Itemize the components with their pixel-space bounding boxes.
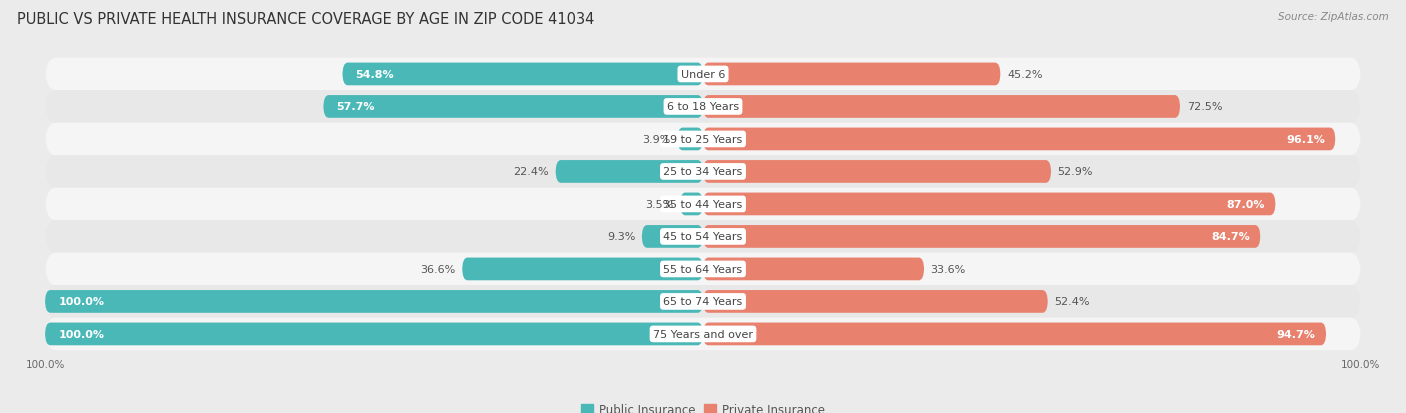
Text: PUBLIC VS PRIVATE HEALTH INSURANCE COVERAGE BY AGE IN ZIP CODE 41034: PUBLIC VS PRIVATE HEALTH INSURANCE COVER… — [17, 12, 595, 27]
Text: 96.1%: 96.1% — [1286, 135, 1324, 145]
FancyBboxPatch shape — [45, 318, 1361, 350]
Text: 75 Years and over: 75 Years and over — [652, 329, 754, 339]
Text: 87.0%: 87.0% — [1226, 199, 1265, 209]
FancyBboxPatch shape — [45, 290, 703, 313]
Text: 52.4%: 52.4% — [1054, 297, 1090, 307]
FancyBboxPatch shape — [681, 193, 703, 216]
Text: 3.5%: 3.5% — [645, 199, 673, 209]
Text: 54.8%: 54.8% — [356, 70, 394, 80]
FancyBboxPatch shape — [703, 64, 1001, 86]
FancyBboxPatch shape — [678, 128, 703, 151]
Text: 45.2%: 45.2% — [1007, 70, 1042, 80]
FancyBboxPatch shape — [45, 221, 1361, 253]
Text: Under 6: Under 6 — [681, 70, 725, 80]
Text: 72.5%: 72.5% — [1187, 102, 1222, 112]
FancyBboxPatch shape — [45, 59, 1361, 91]
Text: 9.3%: 9.3% — [607, 232, 636, 242]
FancyBboxPatch shape — [703, 258, 924, 280]
FancyBboxPatch shape — [703, 193, 1275, 216]
FancyBboxPatch shape — [703, 96, 1180, 119]
FancyBboxPatch shape — [323, 96, 703, 119]
FancyBboxPatch shape — [45, 253, 1361, 285]
Text: 36.6%: 36.6% — [420, 264, 456, 274]
Text: 65 to 74 Years: 65 to 74 Years — [664, 297, 742, 307]
Text: 94.7%: 94.7% — [1277, 329, 1316, 339]
FancyBboxPatch shape — [641, 225, 703, 248]
Text: Source: ZipAtlas.com: Source: ZipAtlas.com — [1278, 12, 1389, 22]
Text: 84.7%: 84.7% — [1211, 232, 1250, 242]
FancyBboxPatch shape — [45, 91, 1361, 123]
Legend: Public Insurance, Private Insurance: Public Insurance, Private Insurance — [581, 403, 825, 413]
Text: 3.9%: 3.9% — [643, 135, 671, 145]
Text: 22.4%: 22.4% — [513, 167, 548, 177]
Text: 25 to 34 Years: 25 to 34 Years — [664, 167, 742, 177]
Text: 19 to 25 Years: 19 to 25 Years — [664, 135, 742, 145]
FancyBboxPatch shape — [703, 225, 1260, 248]
Text: 52.9%: 52.9% — [1057, 167, 1092, 177]
Text: 55 to 64 Years: 55 to 64 Years — [664, 264, 742, 274]
FancyBboxPatch shape — [703, 323, 1326, 345]
FancyBboxPatch shape — [45, 285, 1361, 318]
FancyBboxPatch shape — [703, 161, 1052, 183]
FancyBboxPatch shape — [45, 156, 1361, 188]
FancyBboxPatch shape — [555, 161, 703, 183]
Text: 45 to 54 Years: 45 to 54 Years — [664, 232, 742, 242]
Text: 6 to 18 Years: 6 to 18 Years — [666, 102, 740, 112]
FancyBboxPatch shape — [703, 290, 1047, 313]
FancyBboxPatch shape — [45, 123, 1361, 156]
Text: 33.6%: 33.6% — [931, 264, 966, 274]
FancyBboxPatch shape — [703, 128, 1336, 151]
Text: 100.0%: 100.0% — [58, 297, 104, 307]
Text: 57.7%: 57.7% — [336, 102, 375, 112]
Text: 100.0%: 100.0% — [58, 329, 104, 339]
FancyBboxPatch shape — [45, 188, 1361, 221]
Text: 35 to 44 Years: 35 to 44 Years — [664, 199, 742, 209]
FancyBboxPatch shape — [463, 258, 703, 280]
FancyBboxPatch shape — [45, 323, 703, 345]
FancyBboxPatch shape — [343, 64, 703, 86]
